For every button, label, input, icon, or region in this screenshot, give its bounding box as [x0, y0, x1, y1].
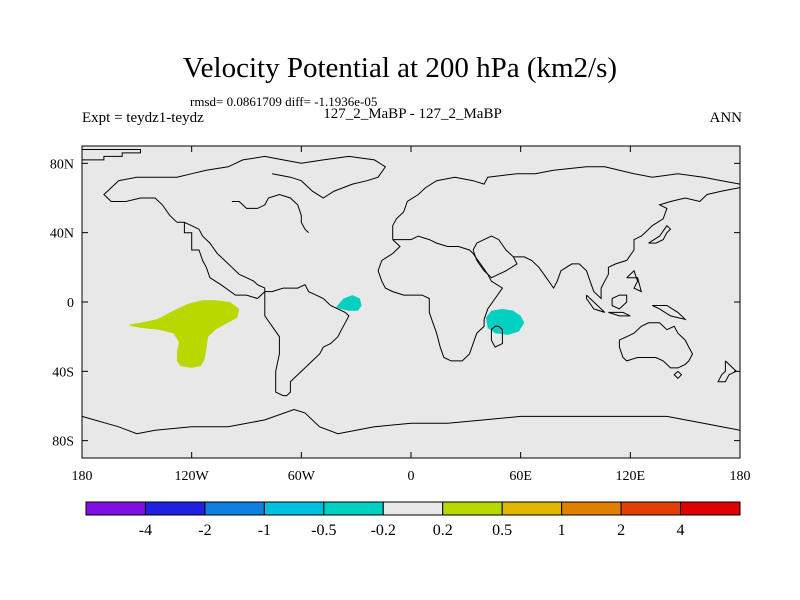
x-tick-label: 120E	[616, 469, 646, 484]
coastline-segment	[392, 166, 741, 240]
x-tick-label: 120W	[175, 469, 210, 484]
colorbar-swatch	[204, 501, 265, 516]
coastline-segment	[618, 322, 694, 369]
y-tick-label: 40S	[52, 365, 74, 380]
x-tick-label: 180	[730, 469, 751, 484]
colorbar-swatch	[561, 501, 622, 516]
colorbar-label: 4	[677, 522, 685, 539]
x-tick-label: 60W	[288, 469, 316, 484]
coastline-segment	[717, 360, 738, 383]
coastline-segment	[177, 221, 350, 397]
colorbar-swatch	[442, 501, 503, 516]
map-axes: 180 120W 60W 0 60E 120E 180 80N 40N 0 40S 80S	[50, 146, 751, 484]
coastline-segment	[81, 408, 741, 435]
map-background	[82, 146, 740, 458]
colorbar-label: 0.5	[492, 522, 512, 539]
contour-features	[129, 295, 525, 368]
coastline-segment	[103, 155, 387, 223]
colorbar-label: 1	[558, 522, 566, 539]
coastlines	[81, 149, 741, 435]
chart-title: Velocity Potential at 200 hPa (km2/s)	[182, 52, 618, 84]
colorbar-label: -0.5	[311, 522, 336, 539]
y-tick-label: 80N	[50, 157, 74, 172]
x-tick-label: 0	[408, 469, 415, 484]
y-tick-label: 0	[67, 296, 74, 311]
coastline-segment	[231, 193, 309, 234]
coastline-segment	[626, 269, 643, 293]
coastline-segment	[652, 305, 687, 321]
coastline-segment	[586, 294, 606, 313]
coastline-segment	[673, 370, 683, 379]
colorbar-label: -2	[198, 522, 211, 539]
colorbar-swatch	[144, 501, 206, 516]
colorbar-swatch	[323, 501, 384, 516]
y-tick-label: 40N	[50, 227, 74, 242]
coastline-segment	[377, 235, 504, 362]
colorbar-label: 0.2	[433, 522, 453, 539]
feature-central-pacific-positive	[129, 300, 240, 368]
coastline-segment	[513, 187, 741, 300]
colorbar-swatch	[501, 501, 563, 516]
coastline-segment	[608, 311, 631, 317]
coastline-segment	[611, 294, 628, 310]
season-label: ANN	[709, 110, 743, 126]
feature-south-america-negative	[336, 295, 362, 311]
colorbar-swatch	[85, 501, 146, 516]
rmsd-diff-stats: rmsd= 0.0861709 diff= -1.1936e-05	[190, 94, 378, 109]
colorbar: -4 -2 -1 -0.5 -0.2 0.2 0.5 1 2 4	[85, 501, 741, 539]
colorbar-swatch	[620, 501, 682, 516]
colorbar-label: -0.2	[371, 522, 396, 539]
coastline-segment	[490, 325, 503, 348]
case-label: 127_2_MaBP - 127_2_MaBP	[323, 106, 502, 122]
x-tick-label: 180	[72, 469, 93, 484]
colorbar-swatch	[263, 501, 325, 516]
y-tick-label: 80S	[52, 435, 74, 450]
colorbar-swatch	[382, 501, 444, 516]
coastline-segment	[82, 149, 141, 161]
experiment-label: Expt = teydz1-teydz	[82, 110, 204, 126]
colorbar-label: 2	[617, 522, 625, 539]
colorbar-label: -4	[139, 522, 152, 539]
colorbar-swatch	[680, 501, 741, 516]
feature-indian-ocean-negative	[485, 308, 525, 335]
coastline-segment	[648, 224, 672, 244]
x-tick-label: 60E	[509, 469, 532, 484]
colorbar-label: -1	[258, 522, 271, 539]
